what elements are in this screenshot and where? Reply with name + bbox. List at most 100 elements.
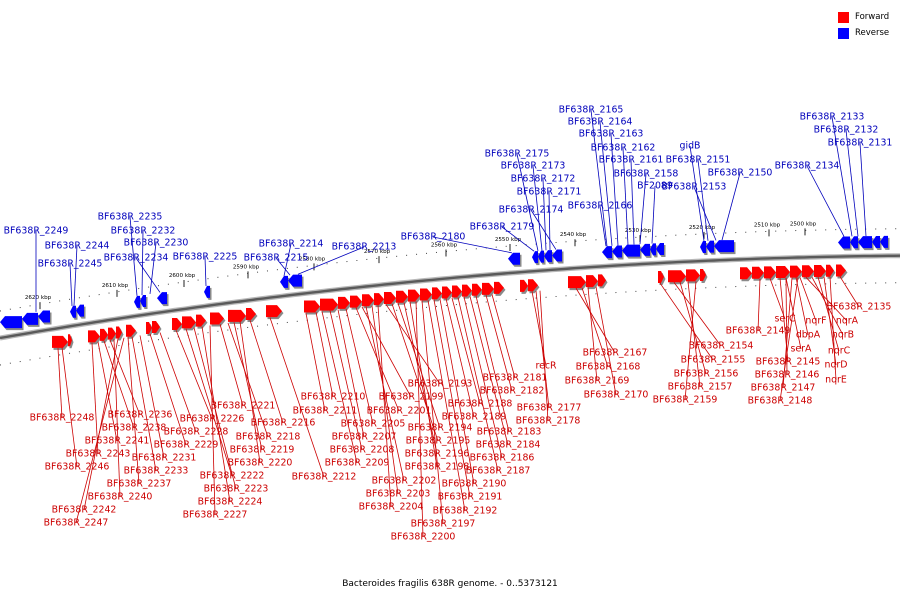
reverse-gene — [0, 316, 22, 329]
forward-gene — [686, 269, 700, 282]
forward-gene-label: BF638R_2167 — [583, 348, 648, 359]
forward-gene-label: BF638R_2154 — [689, 341, 754, 352]
forward-gene-label-leader — [421, 300, 444, 525]
reverse-gene-label-leader — [275, 257, 291, 276]
genome-caption: Bacteroides fragilis 638R genome. - 0..5… — [342, 579, 558, 589]
reverse-gene — [38, 310, 50, 323]
reverse-gene-label: BF638R_2132 — [814, 125, 879, 136]
forward-gene — [338, 296, 350, 309]
forward-gene-label: BF638R_2135 — [827, 302, 892, 313]
forward-gene-label-leader — [139, 335, 165, 459]
forward-gene — [740, 267, 752, 280]
forward-gene — [598, 274, 606, 287]
reverse-gene-label: BF638R_2151 — [666, 155, 731, 166]
reverse-gene-label: BF638R_2179 — [470, 222, 535, 233]
forward-gene-label-leader — [451, 297, 481, 405]
forward-gene-label: nqrF — [805, 316, 826, 327]
reverse-gene-label-leader — [845, 129, 859, 237]
forward-gene-label-leader — [757, 278, 761, 332]
forward-gene-label: BF638R_2157 — [668, 382, 733, 393]
forward-gene — [108, 327, 116, 340]
reverse-gene-label: BF638R_2230 — [124, 238, 189, 249]
forward-gene-label-leader — [337, 309, 365, 438]
forward-gene-label: BF638R_2184 — [476, 440, 541, 451]
forward-gene-label-leader — [539, 290, 549, 422]
forward-gene-label-leader — [427, 300, 466, 512]
reverse-gene-label: BF638R_2134 — [775, 161, 840, 172]
forward-gene-label: BF638R_2147 — [751, 383, 816, 394]
forward-gene-label: BF638R_2187 — [466, 466, 531, 477]
forward-gene-label: BF638R_2178 — [516, 416, 581, 427]
forward-gene-label-leader — [233, 322, 263, 451]
reverse-gene-label-leader — [204, 256, 207, 286]
forward-gene-label-leader — [785, 277, 802, 350]
forward-gene-label: BF638R_2229 — [154, 440, 219, 451]
forward-gene-label: BF638R_2177 — [517, 403, 582, 414]
reverse-gene-label-leader — [721, 172, 741, 241]
forward-gene-label-leader — [445, 298, 475, 418]
reverse-gene-label-leader — [283, 243, 292, 276]
reverse-gene-label-leader — [73, 245, 78, 306]
reverse-gene-label-leader — [599, 205, 607, 247]
forward-gene-label: BF638R_2183 — [477, 427, 542, 438]
scale-tick-label: 2570 kbp — [364, 249, 391, 255]
forward-gene — [658, 271, 664, 284]
forward-gene — [228, 309, 246, 322]
forward-gene — [432, 287, 442, 300]
forward-gene-label-leader — [113, 339, 121, 498]
scale-tick-label: 2500 kbp — [790, 221, 817, 227]
forward-gene-label: BF638R_2200 — [391, 532, 456, 543]
reverse-gene-label: BF638R_2213 — [332, 242, 397, 253]
forward-gene — [350, 295, 362, 308]
forward-gene-label-leader — [269, 317, 325, 478]
forward-gene-label: BF638R_2201 — [367, 406, 432, 417]
forward-gene-label: serC — [774, 314, 796, 325]
forward-gene-label-leader — [345, 308, 374, 425]
reverse-gene-label: BF638R_2175 — [485, 149, 550, 160]
forward-gene-label: BF638R_2222 — [200, 471, 265, 482]
forward-gene-label: BF638R_2182 — [480, 386, 545, 397]
forward-gene — [396, 290, 408, 303]
forward-gene — [210, 312, 224, 325]
reverse-gene — [656, 243, 664, 256]
reverse-gene-label: BF638R_2171 — [517, 187, 582, 198]
forward-gene — [408, 289, 420, 302]
forward-gene-label: BF638R_2242 — [52, 505, 117, 516]
reverse-gene — [640, 243, 650, 256]
forward-gene-label: BF638R_2204 — [359, 502, 424, 513]
reverse-gene — [508, 252, 520, 265]
forward-gene-label-leader — [485, 294, 513, 392]
scale-tick-label: 2620 kbp — [25, 295, 52, 301]
forward-gene-label: BF638R_2246 — [45, 462, 110, 473]
reverse-gene-label: BF638R_2245 — [38, 259, 103, 270]
reverse-gene-label-leader — [501, 226, 535, 252]
forward-gene-label-leader — [315, 312, 334, 398]
reverse-gene-label: BF638R_2162 — [591, 143, 656, 154]
reverse-gene-label: BF638R_2232 — [111, 226, 176, 237]
forward-gene — [472, 283, 482, 296]
forward-gene-label: BF638R_2208 — [330, 445, 395, 456]
reverse-gene — [700, 240, 706, 253]
reverse-gene-label-leader — [432, 236, 513, 254]
legend-forward-label: Forward — [855, 12, 890, 22]
forward-gene-label: nqrB — [832, 330, 854, 341]
reverse-gene-label-leader — [135, 257, 161, 293]
reverse-gene — [22, 312, 38, 325]
reverse-gene-label: BF2089 — [637, 181, 673, 192]
reverse-gene-label-leader — [548, 191, 551, 250]
forward-gene-label: BF638R_2221 — [211, 401, 276, 412]
forward-gene-label: BF638R_2199 — [379, 392, 444, 403]
forward-gene-label-leader — [817, 276, 840, 352]
reverse-gene-label-leader — [599, 121, 613, 246]
forward-gene-label-leader — [805, 277, 848, 322]
forward-gene-label-leader — [439, 299, 475, 485]
scale-tick-label: 2580 kbp — [299, 256, 326, 262]
forward-gene-label-leader — [475, 295, 510, 433]
forward-gene-label: BF638R_2168 — [576, 362, 641, 373]
forward-gene — [462, 284, 472, 297]
forward-gene-label: BF638R_2188 — [448, 399, 513, 410]
forward-gene-label: BF638R_2155 — [681, 355, 746, 366]
forward-gene-label-leader — [659, 282, 714, 361]
forward-gene-label-leader — [799, 277, 817, 322]
